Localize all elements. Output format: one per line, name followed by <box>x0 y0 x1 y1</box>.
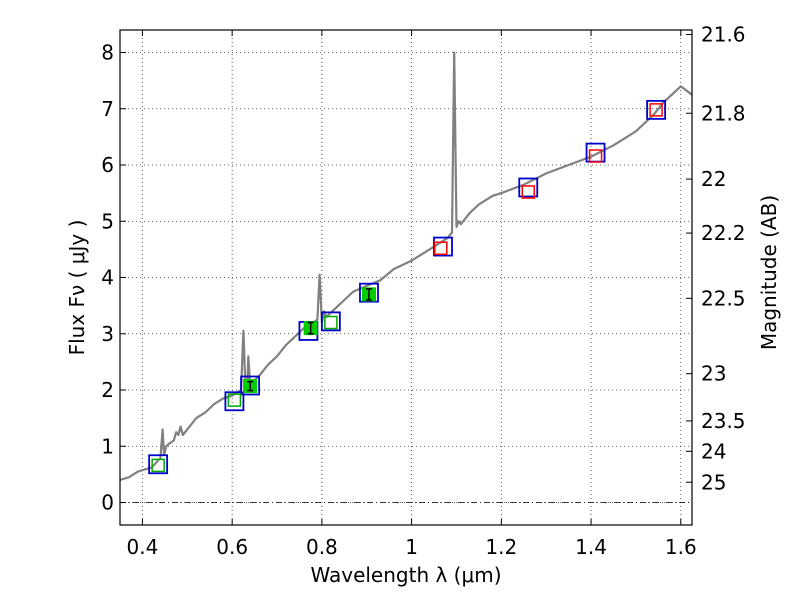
y2-tick-label: 21.6 <box>701 23 746 47</box>
y-tick-label: 6 <box>101 153 114 177</box>
x-tick-label: 1.6 <box>665 535 697 559</box>
x-tick-label: 1 <box>405 535 418 559</box>
y2-tick-label: 22 <box>701 167 726 191</box>
y-tick-label: 3 <box>101 322 114 346</box>
filter-box-green <box>151 458 165 473</box>
y-tick-label: 1 <box>101 434 114 458</box>
model-photometry-marker <box>148 454 169 475</box>
x-tick-label: 1.2 <box>485 535 517 559</box>
y-tick-label: 7 <box>101 97 114 121</box>
x-tick-label: 0.4 <box>127 535 159 559</box>
model-photometry-marker <box>518 177 539 198</box>
filter-box-red <box>434 241 448 255</box>
filter-box-green <box>227 393 242 407</box>
y-tick-label: 8 <box>101 41 114 65</box>
y2-tick-label: 22.2 <box>701 221 746 245</box>
y2-tick-label: 23.5 <box>701 409 746 433</box>
y2-tick-label: 21.8 <box>701 101 746 125</box>
filter-box-red <box>588 149 603 163</box>
x-axis-label: Wavelength λ (μm) <box>310 563 501 587</box>
spectrum-series <box>119 51 693 482</box>
model-photometry-marker <box>646 99 667 120</box>
y2-tick-label: 22.5 <box>701 286 746 310</box>
model-photometry-marker <box>224 391 245 412</box>
ticks: 0.4 0.6 0.8 1 1.2 1.4 1.601234567821.621.82222… <box>101 23 745 560</box>
y2-tick-label: 24 <box>701 439 726 463</box>
y2-tick-label: 23 <box>701 362 726 386</box>
model-photometry-marker <box>320 311 341 332</box>
filter-box-green <box>324 315 338 330</box>
spectrum-line <box>119 51 693 482</box>
y2-axis-label: Magnitude (AB) <box>757 195 781 350</box>
y-tick-label: 2 <box>101 378 114 402</box>
model-photometry-marker <box>240 375 261 396</box>
x-tick-label: 0.8 <box>306 535 338 559</box>
y-tick-label: 5 <box>101 209 114 233</box>
y-axis-label: Flux Fν ( μJy ) <box>65 220 89 356</box>
filter-box-red <box>521 185 536 199</box>
grid <box>120 30 692 525</box>
x-tick-label: 0.6 <box>216 535 248 559</box>
model-photometry-marker <box>359 282 379 303</box>
photometry-markers <box>148 99 667 475</box>
y-tick-label: 0 <box>101 491 114 515</box>
y-tick-label: 4 <box>101 266 114 290</box>
filter-box-red <box>649 103 663 117</box>
y2-tick-label: 25 <box>701 470 726 494</box>
plot-frame <box>119 29 693 526</box>
x-tick-label: 1.4 <box>575 535 607 559</box>
model-photometry-marker <box>433 236 453 257</box>
